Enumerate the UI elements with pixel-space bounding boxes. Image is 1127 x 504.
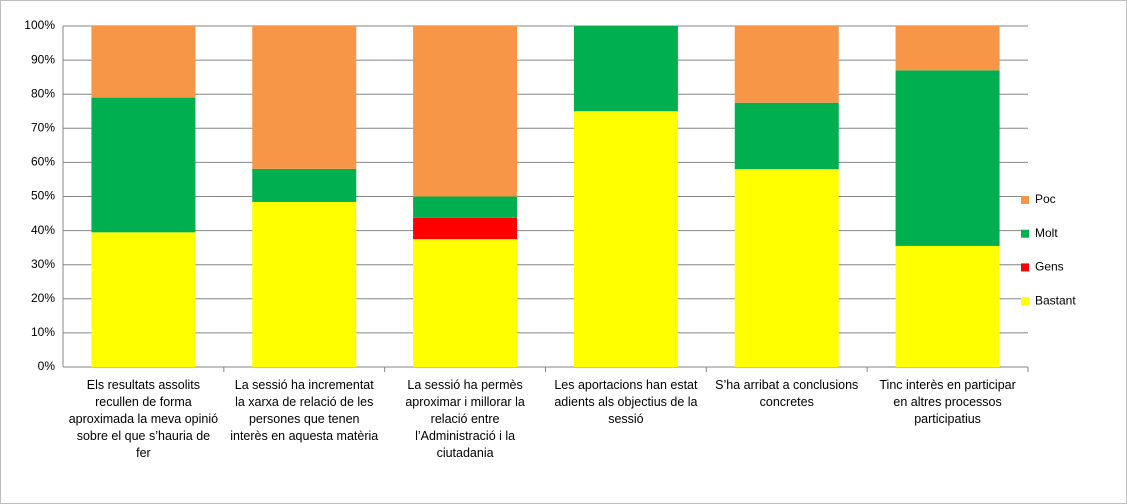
y-tick-label: 70%: [31, 120, 55, 134]
bar-segment: [91, 97, 196, 233]
x-tick-label: Els resultats assolits recullen de forma…: [68, 378, 219, 460]
bar-segment: [413, 239, 518, 367]
bar-segment: [573, 26, 678, 112]
x-tick-label: La sessió ha permès aproximar i millorar…: [405, 378, 525, 460]
bar-segment: [734, 169, 839, 367]
bar-segment: [252, 201, 357, 367]
y-tick-label: 80%: [31, 86, 55, 100]
legend-swatch: [1021, 229, 1029, 238]
y-tick-label: 0%: [38, 359, 56, 373]
bar-segment: [734, 102, 839, 170]
legend-swatch: [1021, 263, 1029, 272]
bar-segment: [895, 70, 1000, 246]
bar-segment: [573, 111, 678, 367]
y-tick-label: 20%: [31, 291, 55, 305]
y-tick-label: 50%: [31, 189, 55, 203]
bar-segment: [413, 26, 518, 197]
bar-segment: [413, 196, 518, 218]
bar-segment: [895, 245, 1000, 367]
y-tick-label: 40%: [31, 223, 55, 237]
bar-segment: [91, 26, 196, 98]
legend-label: Molt: [1035, 226, 1058, 240]
legend-label: Poc: [1035, 192, 1056, 206]
x-tick-label: Tinc interès en participar en altres pro…: [879, 378, 1016, 426]
bar-segment: [252, 168, 357, 202]
bar-segment: [895, 26, 1000, 71]
bar-segment: [252, 26, 357, 169]
legend-swatch: [1021, 297, 1029, 306]
x-tick-label: La sessió ha incrementat la xarxa de rel…: [230, 378, 379, 443]
bar-segment: [91, 232, 196, 367]
y-tick-label: 10%: [31, 325, 55, 339]
bar-segment: [413, 217, 518, 240]
legend-label: Gens: [1035, 260, 1064, 274]
y-tick-label: 100%: [24, 18, 55, 32]
y-tick-label: 30%: [31, 257, 55, 271]
y-tick-label: 90%: [31, 52, 55, 66]
x-tick-label: Les aportacions han estat adients als ob…: [554, 378, 698, 426]
legend-swatch: [1021, 196, 1029, 204]
y-tick-label: 60%: [31, 155, 55, 169]
legend-label: Bastant: [1035, 293, 1076, 307]
bar-segment: [734, 26, 839, 103]
x-tick-label: S’ha arribat a conclusions concretes: [715, 378, 859, 409]
